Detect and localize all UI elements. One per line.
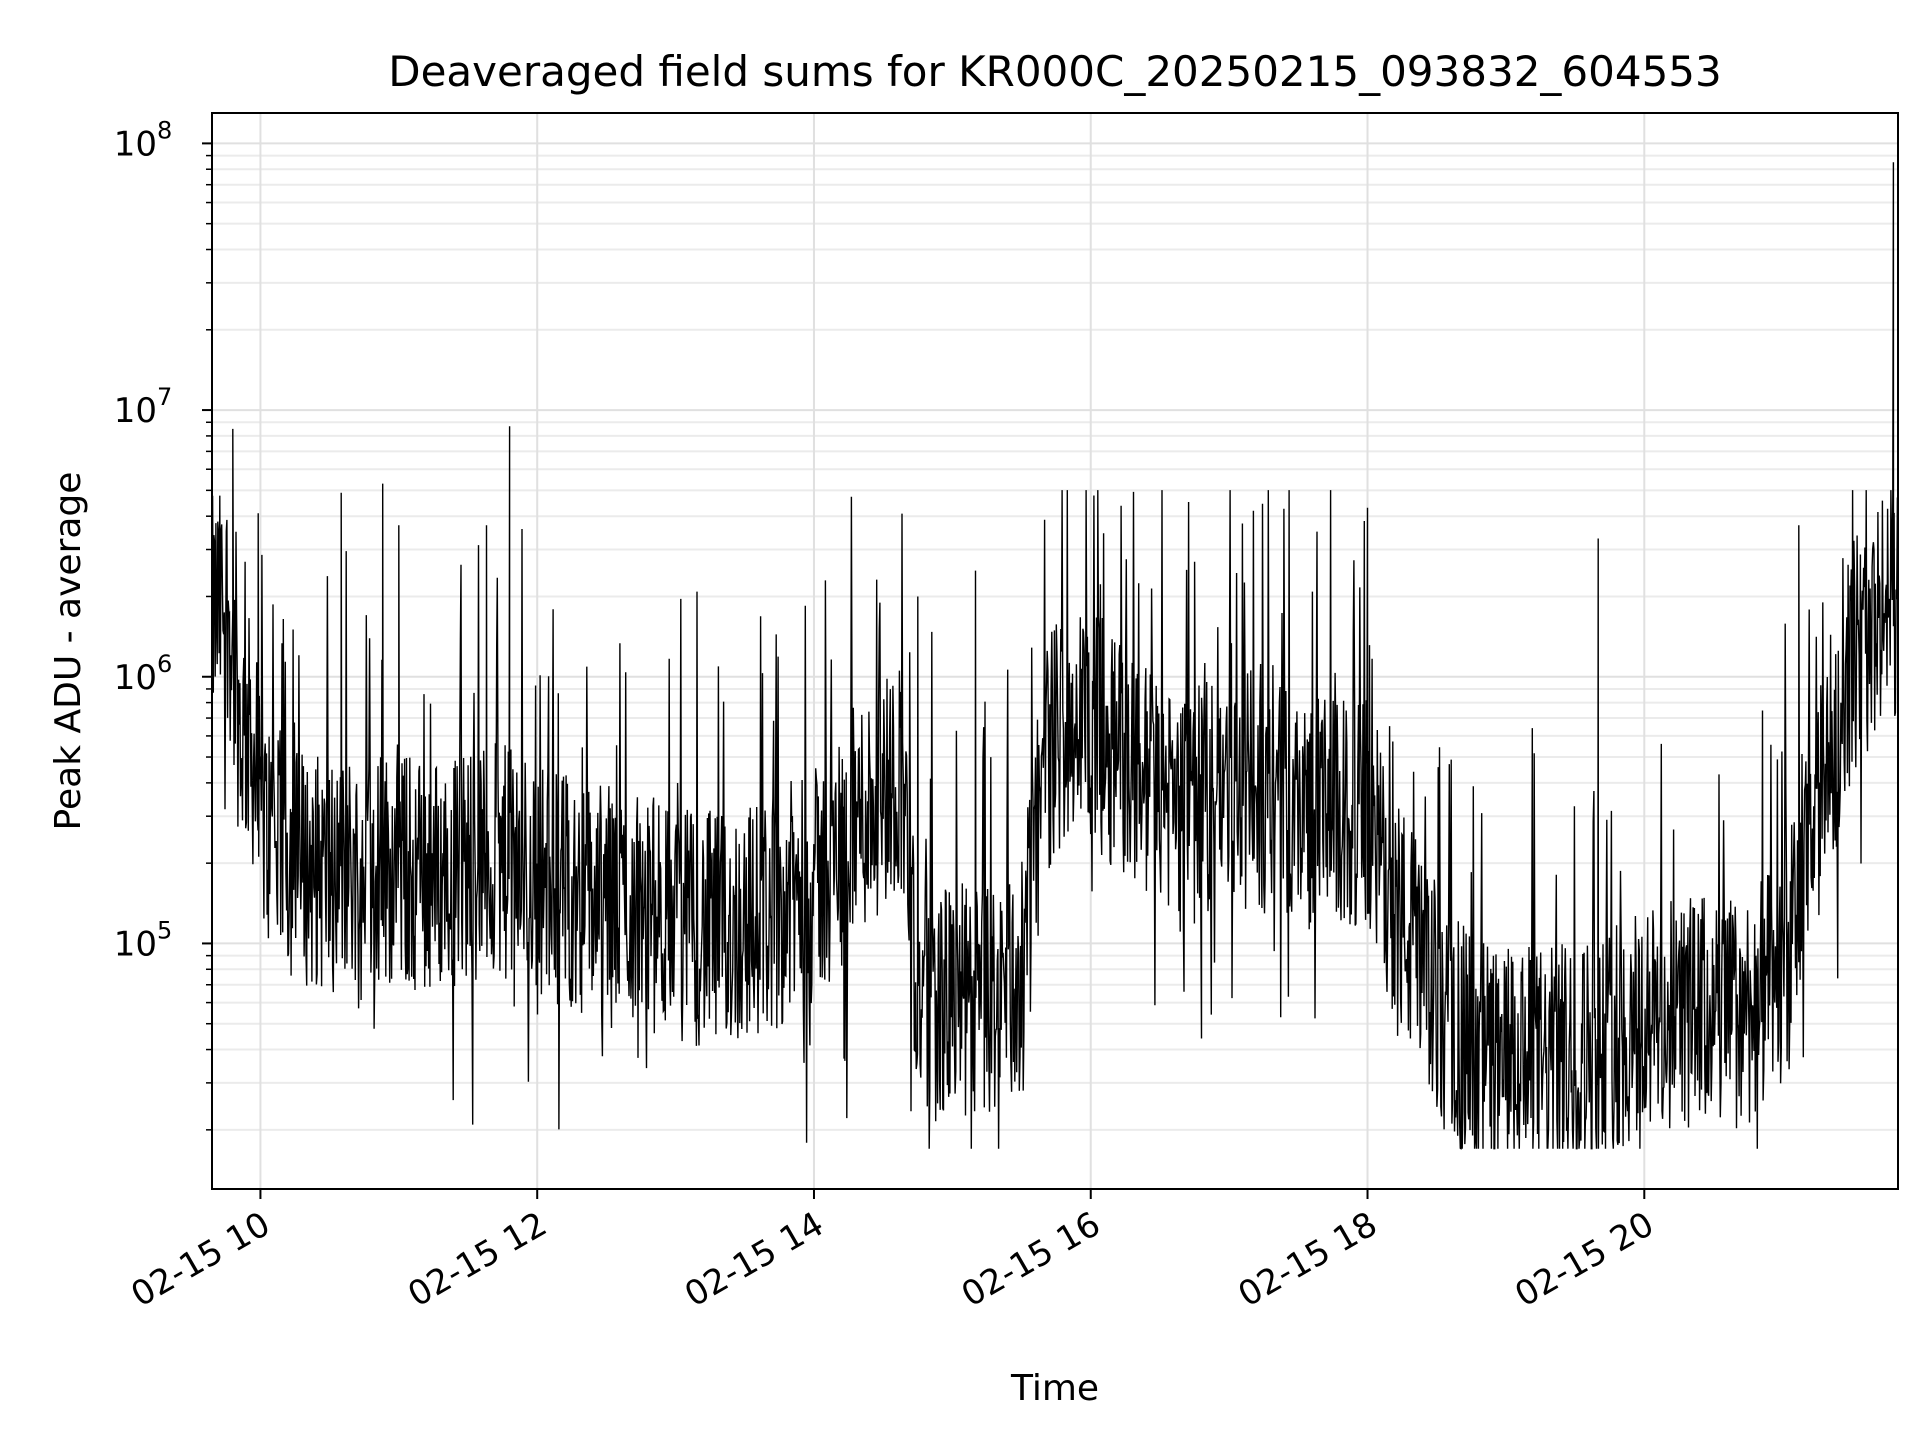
y-tick-label: 10 — [114, 924, 157, 964]
y-tick-exponent: 5 — [157, 916, 172, 944]
y-tick-label: 10 — [114, 124, 157, 164]
plot-series — [211, 162, 1899, 1150]
plot-frame — [211, 112, 1899, 1190]
series-line — [211, 162, 1899, 1150]
y-tick-exponent: 8 — [157, 116, 172, 144]
y-tick-label: 10 — [114, 658, 157, 698]
y-tick-exponent: 7 — [157, 383, 172, 411]
x-axis-label: Time — [1010, 1368, 1099, 1409]
y-tick-exponent: 6 — [157, 650, 172, 678]
chart-title: Deaveraged field sums for KR000C_2025021… — [388, 47, 1722, 96]
y-tick-label: 10 — [114, 391, 157, 431]
y-axis-label: Peak ADU - average — [48, 472, 89, 831]
